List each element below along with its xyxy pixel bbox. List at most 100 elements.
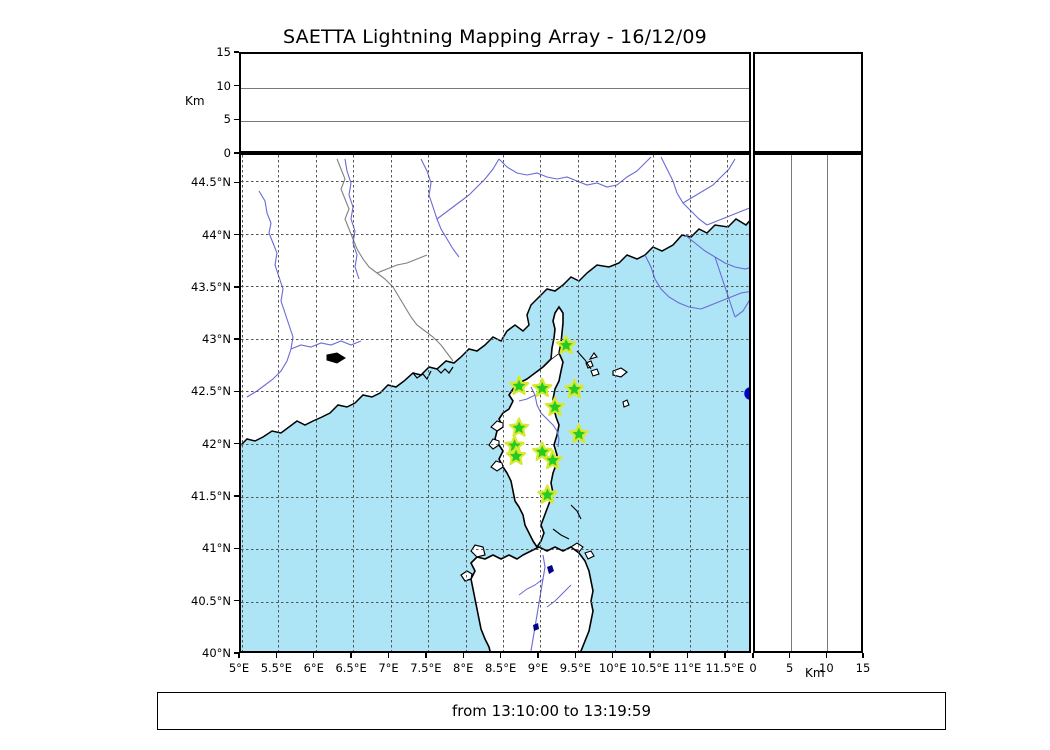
- map-lat-tick: [234, 443, 239, 445]
- map-lon-tick-label: 11.5°E: [705, 661, 745, 675]
- map-gridline-lat: [241, 286, 749, 288]
- map-lat-tick: [234, 181, 239, 183]
- lma-station-marker: [505, 445, 527, 466]
- map-lon-tick: [275, 653, 278, 658]
- lma-station-marker: [537, 484, 558, 504]
- altitude-tick-label: 15: [216, 45, 231, 59]
- map-lon-tick: [499, 653, 502, 658]
- page-title: SAETTA Lightning Mapping Array - 16/12/0…: [283, 26, 707, 48]
- map-lon-tick-label: 11°E: [673, 661, 702, 675]
- altitude-tick-label: 0: [223, 146, 231, 160]
- lma-station-marker: [564, 378, 585, 399]
- map-lon-tick-label: 10.5°E: [630, 661, 670, 675]
- map-gridline-lon: [615, 155, 617, 651]
- map-lon-tick: [238, 653, 240, 658]
- range-tick-label: 10: [819, 661, 834, 675]
- range-tick: [825, 653, 828, 658]
- range-tick: [752, 653, 754, 658]
- map-gridline-lon: [540, 155, 542, 651]
- lma-station-marker: [532, 377, 553, 398]
- altitude-longitude-panel: [239, 52, 751, 153]
- map-lon-tick: [612, 653, 614, 658]
- time-range-text: from 13:10:00 to 13:19:59: [451, 702, 651, 720]
- map-lon-tick: [537, 653, 539, 658]
- map-lon-tick: [649, 653, 651, 658]
- map-lat-tick-label: 40°N: [202, 646, 231, 660]
- map-lon-tick-label: 6°E: [303, 661, 324, 675]
- vhf-source-marker: [744, 387, 749, 400]
- map-gridline-lon: [652, 155, 654, 651]
- altitude-range-corner-panel: [753, 52, 863, 153]
- map-lon-tick: [724, 653, 726, 658]
- map-gridline-lat: [241, 338, 749, 340]
- map-gridline-lon: [241, 155, 243, 651]
- map-gridline-lat: [241, 496, 749, 498]
- range-tick-label: 15: [855, 661, 871, 675]
- lma-station-marker: [544, 396, 566, 416]
- map-lon-tick-label: 7°E: [378, 661, 399, 675]
- map-lat-tick-label: 42.5°N: [191, 384, 231, 399]
- map-gridline-lon: [390, 155, 392, 651]
- map-gridline-lon: [727, 155, 729, 651]
- lma-station-marker: [556, 334, 577, 355]
- map-gridline-lat: [241, 601, 749, 603]
- map-gridline-lon: [465, 155, 467, 651]
- range-latitude-panel: [753, 153, 863, 653]
- map-gridline-lon: [353, 155, 355, 651]
- map-lat-tick-label: 44.5°N: [191, 175, 231, 190]
- altitude-tick-label: 5: [223, 112, 231, 127]
- map-panel: [239, 153, 751, 653]
- map-lon-tick: [574, 653, 577, 658]
- map-lat-tick: [234, 547, 239, 550]
- map-lon-tick-label: 8°E: [453, 661, 474, 675]
- range-axis-label: Km: [805, 666, 825, 680]
- map-lat-tick-label: 42°N: [202, 436, 231, 451]
- map-lon-tick: [425, 653, 427, 658]
- map-lat-tick-label: 43°N: [202, 332, 231, 347]
- map-gridline-lon: [577, 155, 579, 651]
- range-tick-label: 5: [785, 661, 794, 675]
- map-lat-tick-label: 40.5°N: [191, 593, 231, 608]
- range-tick: [862, 653, 864, 658]
- lma-station-marker: [568, 423, 589, 444]
- map-gridline-lat: [241, 180, 749, 182]
- map-lon-tick: [387, 653, 390, 658]
- lma-station-marker: [532, 441, 553, 461]
- map-gridline-lon: [689, 155, 691, 651]
- map-lat-tick: [234, 286, 239, 288]
- altitude-tick-label: 10: [216, 78, 231, 93]
- lma-station-marker: [542, 449, 563, 470]
- map-lon-tick-label: 9.5°E: [559, 661, 591, 675]
- map-lon-tick-label: 8.5°E: [484, 661, 517, 675]
- map-gridline-lat: [241, 391, 749, 393]
- altitude-tick: [234, 152, 239, 154]
- map-lon-tick-label: 5.5°E: [260, 661, 293, 675]
- map-gridline-lat: [241, 233, 749, 235]
- lma-station-marker: [508, 417, 530, 437]
- range-tick-label: 0: [749, 661, 757, 675]
- right-panel-marker-layer: [755, 155, 863, 653]
- map-lon-tick: [313, 653, 315, 658]
- map-lat-tick: [234, 495, 239, 497]
- map-lat-tick: [234, 338, 239, 340]
- map-lon-tick: [350, 653, 352, 658]
- map-gridline-lon: [428, 155, 429, 651]
- map-lon-tick: [462, 653, 464, 658]
- map-lon-tick-label: 10°E: [598, 661, 627, 675]
- altitude-axis-label: Km: [185, 94, 205, 108]
- map-lat-tick-label: 41.5°N: [191, 489, 231, 504]
- map-lat-tick: [234, 390, 239, 393]
- map-lon-tick-label: 9°E: [527, 661, 549, 675]
- map-lat-tick-label: 41°N: [202, 541, 231, 556]
- map-lat-tick: [234, 652, 239, 654]
- map-lon-tick-label: 6.5°E: [335, 661, 367, 675]
- map-gridline-lon: [315, 155, 317, 651]
- altitude-tick: [234, 84, 239, 87]
- map-lon-tick-label: 7.5°E: [410, 661, 442, 675]
- map-lat-tick: [234, 599, 239, 602]
- map-lat-tick-label: 43.5°N: [191, 279, 231, 294]
- altitude-tick: [234, 118, 239, 121]
- map-gridline-lon: [278, 155, 280, 651]
- status-bar: from 13:10:00 to 13:19:59: [157, 692, 946, 730]
